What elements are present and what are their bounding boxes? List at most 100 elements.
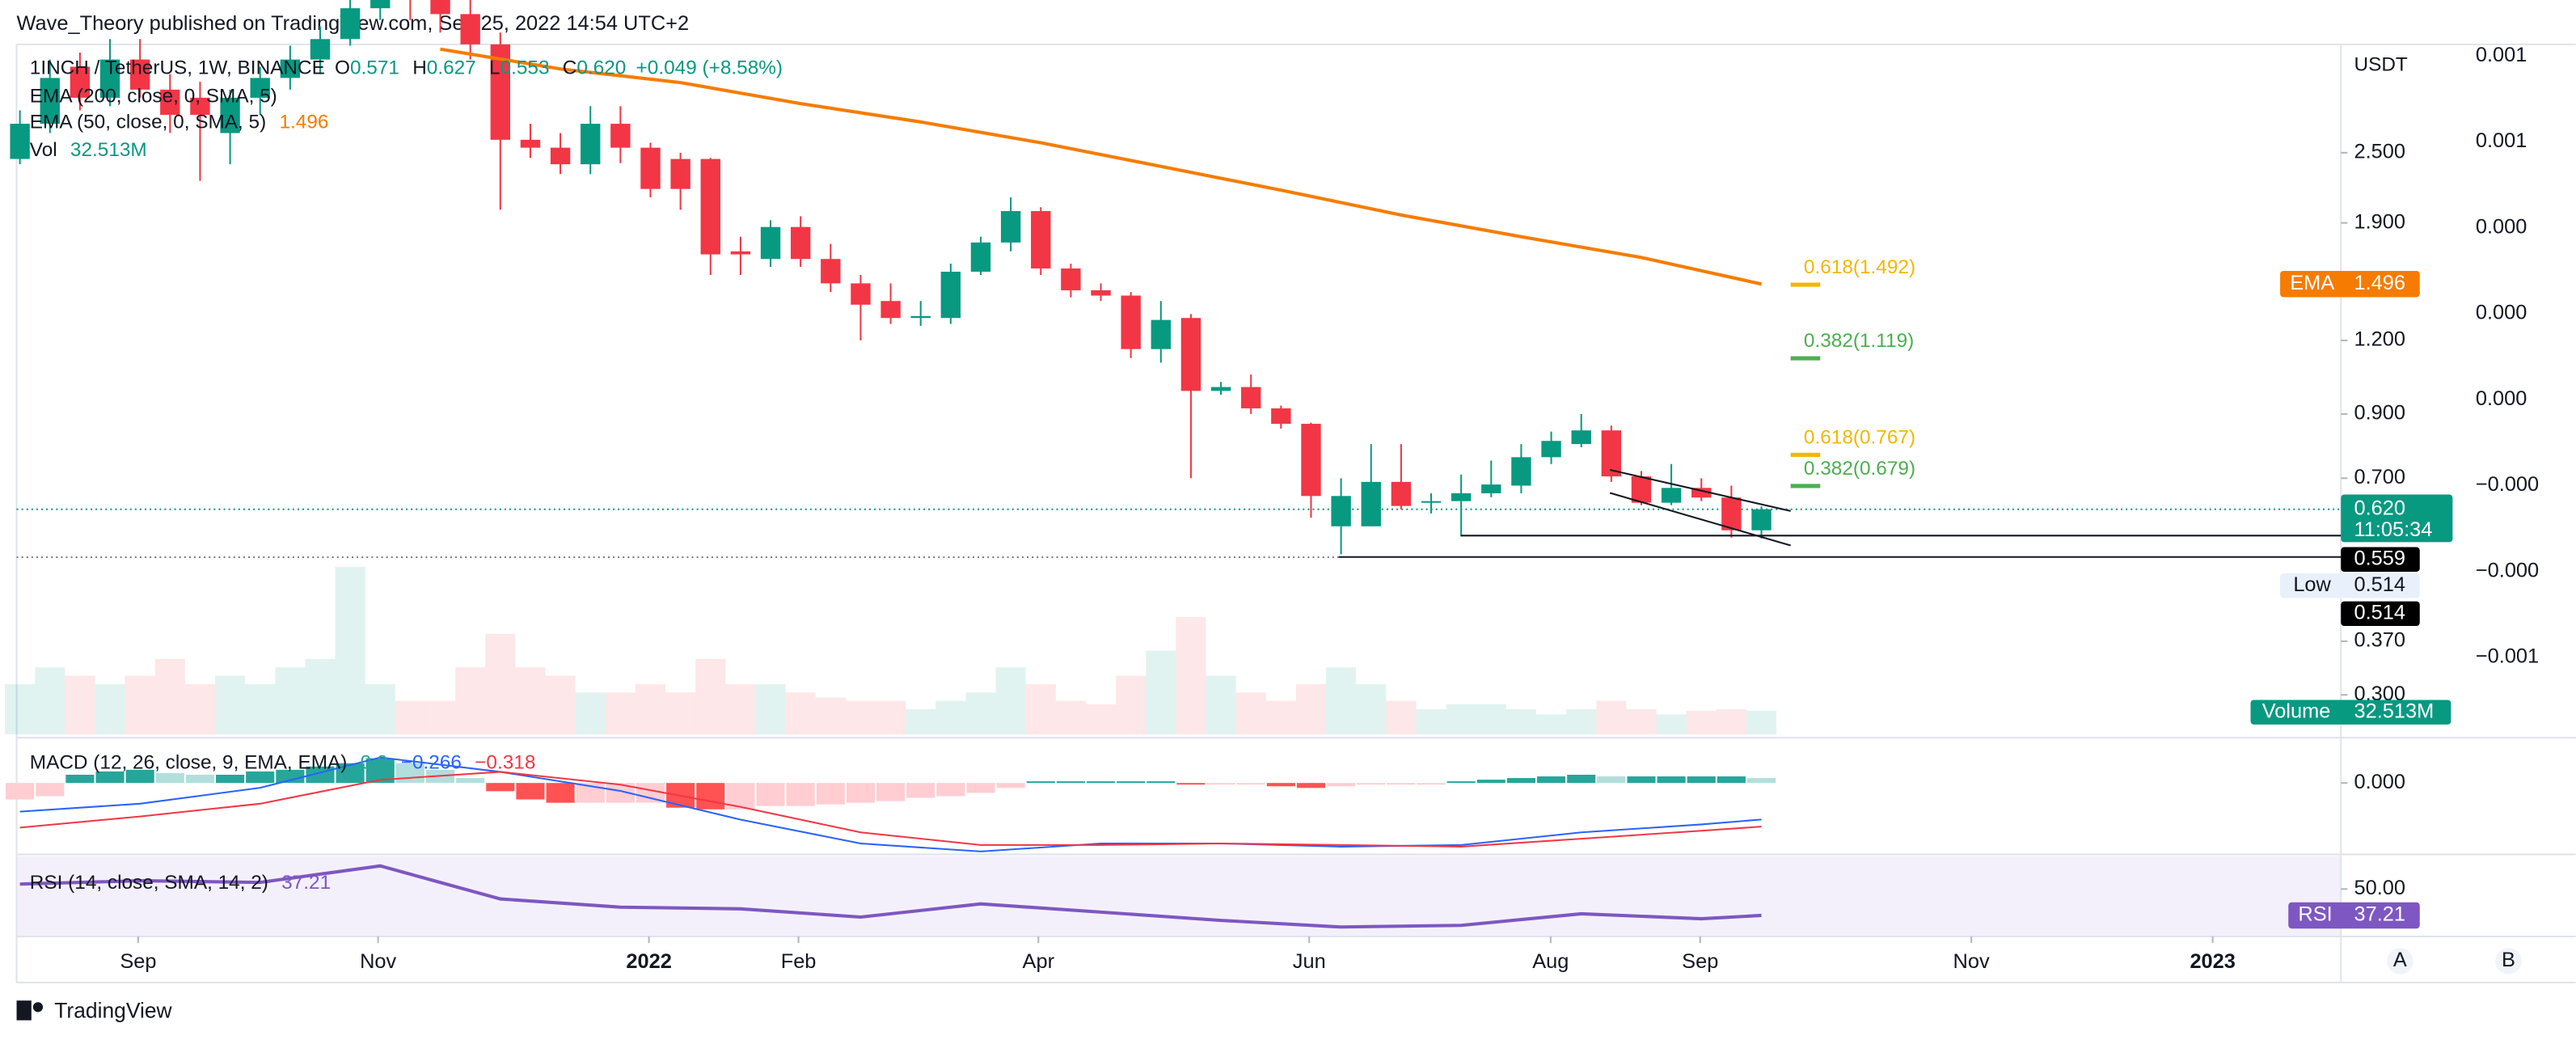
macd-histogram-bar: [185, 775, 214, 784]
macd-histogram-bar: [246, 771, 275, 784]
macd-histogram-bar: [1476, 780, 1505, 784]
volume-bar: [245, 683, 276, 735]
time-tick-label: Nov: [360, 950, 396, 973]
volume-bar: [95, 683, 125, 735]
ema-badge-value: 1.496: [2354, 272, 2406, 294]
macd-histogram-bar: [1657, 776, 1686, 784]
candle-body: [1241, 387, 1261, 408]
macd-histogram-bar: [546, 783, 575, 803]
candle-body: [460, 14, 480, 44]
time-tick-label: Sep: [1682, 950, 1718, 973]
axis2-label: −0.000: [2476, 559, 2539, 581]
rsi-badge: [2288, 902, 2420, 929]
rsi-title: RSI (14, close, SMA, 14, 2): [30, 872, 268, 894]
volume-bar: [575, 692, 606, 735]
candle-body: [1751, 509, 1772, 531]
candle-body: [220, 97, 240, 133]
macd-histogram-bar: [125, 769, 154, 784]
candle-body: [910, 315, 931, 319]
volume-bar: [1206, 675, 1236, 735]
o-label: O: [335, 57, 350, 79]
time-tick-label: 2023: [2190, 950, 2235, 973]
candle-body: [1331, 496, 1351, 526]
axis2-label: 0.000: [2476, 302, 2527, 324]
brand: TradingView: [16, 998, 173, 1022]
macd-histogram-bar: [155, 772, 184, 784]
macd-histogram-bar: [996, 783, 1025, 788]
macd-histogram-bar: [1506, 778, 1535, 784]
volume-bar: [965, 692, 996, 735]
macd-histogram-bar: [1746, 778, 1776, 784]
volume-bar: [725, 683, 756, 735]
volume-badge: [2250, 700, 2451, 725]
candle-body: [1271, 408, 1291, 425]
volume-bar: [845, 700, 876, 735]
scale-button-label[interactable]: B: [2502, 949, 2515, 971]
time-tick-label: Sep: [120, 950, 156, 973]
price-tick-label: 1.200: [2354, 328, 2406, 351]
ema-badge-name: EMA: [2290, 272, 2334, 294]
vol-title: Vol: [30, 139, 57, 161]
vol-legend: Vol 32.513M: [30, 139, 147, 161]
macd-histogram-bar: [1387, 783, 1416, 785]
level-value: 0.514: [2354, 602, 2406, 624]
scale-button-label[interactable]: A: [2393, 949, 2407, 971]
scale-button[interactable]: [2495, 948, 2522, 974]
fib-label: 0.618(0.767): [1804, 427, 1915, 449]
macd-histogram-bar: [1357, 783, 1386, 785]
low-badge: [2280, 573, 2420, 598]
candle-body: [760, 226, 781, 260]
ema50-legend: EMA (50, close, 0, SMA, 5) 1.496: [30, 112, 329, 133]
macd-histogram-bar: [1627, 776, 1656, 784]
volume-bar: [154, 658, 185, 735]
volume-badge-value: 32.513M: [2354, 700, 2435, 722]
macd-histogram-bar: [1176, 783, 1206, 785]
volume-bar: [1505, 709, 1537, 735]
macd-histogram-bar: [36, 783, 65, 797]
macd-histogram-bar: [95, 771, 125, 784]
candle-body: [1601, 430, 1622, 477]
macd-histogram-bar: [1597, 776, 1626, 784]
fib-label: 0.382(1.119): [1804, 330, 1914, 352]
scale-button[interactable]: [2387, 948, 2413, 974]
candle-body: [700, 159, 720, 255]
c-label: C: [563, 57, 577, 79]
fib-label: 0.382(0.679): [1804, 458, 1915, 480]
candle-body: [851, 283, 871, 305]
macd-histogram-bar: [636, 783, 665, 803]
level-value: 0.559: [2354, 547, 2406, 569]
candle-body: [190, 97, 210, 115]
volume-bar: [545, 675, 576, 735]
macd-histogram-bar: [1236, 783, 1265, 785]
candle-body: [1151, 319, 1171, 349]
macd-histogram-bar: [1537, 776, 1566, 784]
countdown: 11:05:34: [2354, 518, 2433, 541]
legend: 1INCH / TetherUS, 1W, BINANCE O0.571 H0.62…: [30, 54, 2408, 894]
candle-body: [1210, 387, 1231, 391]
candle-body: [1061, 268, 1081, 290]
candle-body: [670, 159, 690, 189]
macd-histogram-bar: [786, 783, 815, 806]
volume-bar: [1235, 692, 1266, 735]
volume-bar: [1416, 709, 1446, 735]
brand-logo: [16, 1000, 32, 1021]
open: 0.571: [350, 57, 399, 79]
volume-bar: [1085, 704, 1117, 735]
volume-bar: [35, 667, 65, 735]
volume-bar: [1476, 704, 1506, 735]
volume-bar: [424, 700, 456, 735]
macd-histogram-bar: [1717, 776, 1746, 784]
volume-bar: [1626, 709, 1657, 735]
macd-histogram-bar: [1446, 781, 1476, 784]
volume-bar: [1295, 683, 1327, 735]
low-value: 0.514: [2354, 573, 2406, 596]
volume-bar: [305, 658, 336, 735]
candle-body: [1000, 211, 1021, 243]
level-badge: [2341, 547, 2420, 572]
high: 0.627: [427, 57, 476, 79]
candle-body: [1121, 295, 1141, 349]
macd-histogram-bar: [216, 775, 245, 784]
macd-histogram-bar: [1117, 781, 1146, 784]
price-tick-label: 2.500: [2354, 141, 2406, 163]
macd-histogram-bar: [756, 783, 785, 806]
